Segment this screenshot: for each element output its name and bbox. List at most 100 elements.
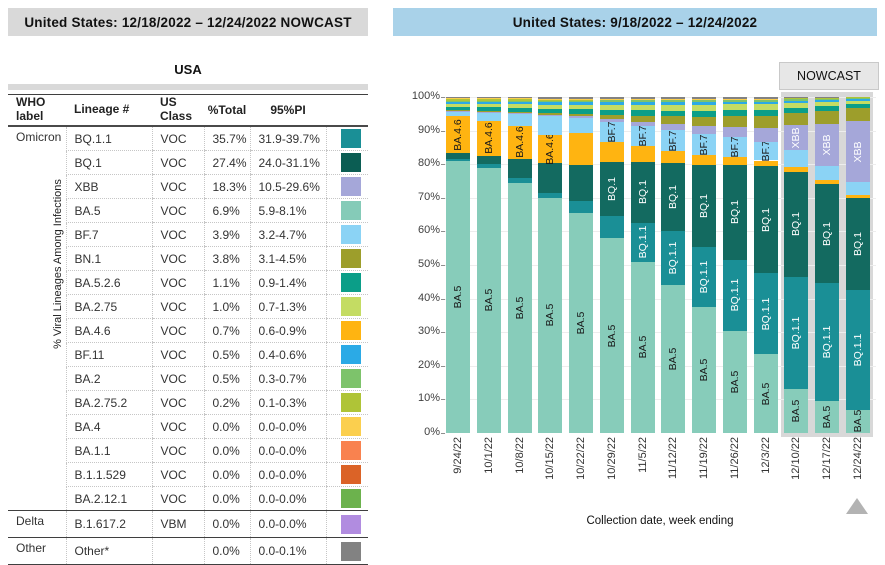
bar-segment-BA.5.2.6[interactable] — [477, 107, 501, 110]
bar-segment-BF.11[interactable] — [569, 102, 593, 105]
bar-segment-BA.4.6[interactable] — [631, 146, 655, 161]
bar-segment-BA.2.75[interactable] — [446, 104, 470, 107]
bar-segment-BQ.1[interactable]: BQ.1 — [784, 172, 808, 277]
bar-segment-BQ.1[interactable] — [477, 156, 501, 164]
bar-segment-BA.5[interactable]: BA.5 — [477, 168, 501, 433]
bar-segment-BN.1[interactable] — [538, 113, 562, 115]
bar-segment-BA.2.75.2[interactable] — [569, 99, 593, 100]
bar-segment-BQ.1[interactable]: BQ.1 — [723, 165, 747, 260]
bar-segment-BA.2.75[interactable] — [754, 104, 778, 110]
bar-segment-BQ.1.1[interactable]: BQ.1.1 — [754, 273, 778, 354]
bar-segment-BA.5[interactable]: BA.5 — [754, 354, 778, 433]
bar-segment-BF.11[interactable] — [631, 102, 655, 105]
bar-segment-BA.4[interactable] — [477, 98, 501, 99]
bar-segment-BQ.1.1[interactable] — [477, 164, 501, 167]
bar-segment-BN.1[interactable] — [754, 116, 778, 128]
bar-segment-BA.4.6[interactable]: BA.4.6 — [508, 126, 532, 160]
bar-segment-BA.4.6[interactable] — [600, 142, 624, 162]
bar-segment-BA.4.6[interactable] — [692, 155, 716, 164]
bar-segment-BA.2.75.2[interactable] — [846, 97, 870, 98]
bar-segment-BF.7[interactable] — [477, 112, 501, 120]
bar-segment-XBB[interactable] — [754, 128, 778, 142]
bar-segment-BA.2[interactable] — [784, 99, 808, 101]
bar-segment-BF.7[interactable]: BF.7 — [723, 137, 747, 157]
timeline-slider-handle-icon[interactable] — [846, 498, 868, 514]
bar-segment-BA.5[interactable]: BA.5 — [846, 410, 870, 433]
bar-segment-BQ.1.1[interactable]: BQ.1.1 — [815, 283, 839, 401]
bar-segment-BA.2.75[interactable] — [692, 105, 716, 111]
bar-segment-BF.11[interactable] — [815, 100, 839, 102]
bar-segment-BF.7[interactable] — [815, 166, 839, 181]
bar-segment-BA.2[interactable] — [846, 98, 870, 100]
bar-segment-BA.2.75[interactable] — [723, 104, 747, 110]
bar-segment-BA.2[interactable] — [569, 101, 593, 102]
bar-segment-BA.2.75[interactable] — [846, 101, 870, 104]
bar-segment-BA.2.75.2[interactable] — [446, 99, 470, 101]
bar-segment-BA.5.2.6[interactable] — [784, 108, 808, 113]
bar-segment-BA.5[interactable]: BA.5 — [569, 213, 593, 433]
bar-segment-BA.2.75[interactable] — [815, 102, 839, 106]
bar-segment-BA.2.75.2[interactable] — [477, 99, 501, 101]
bar-segment-BA.5.2.6[interactable] — [631, 110, 655, 115]
bar-segment-BF.11[interactable] — [846, 99, 870, 101]
bar-segment-BA.4[interactable] — [538, 99, 562, 100]
bar-segment-BF.11[interactable] — [508, 102, 532, 104]
bar-segment-BA.4.6[interactable]: BA.4.6 — [446, 116, 470, 153]
bar-segment-BQ.1.1[interactable] — [538, 193, 562, 198]
bar-segment-BA.4.6[interactable] — [723, 157, 747, 164]
bar-segment-BF.7[interactable]: BF.7 — [661, 130, 685, 151]
bar-segment-BA.5[interactable]: BA.5 — [692, 307, 716, 433]
bar-segment-BF.11[interactable] — [477, 102, 501, 104]
bar-segment-BA.2[interactable] — [508, 101, 532, 102]
bar-segment-BA.4[interactable] — [508, 98, 532, 99]
bar-segment-BQ.1.1[interactable] — [446, 159, 470, 161]
bar-segment-BQ.1.1[interactable]: BQ.1.1 — [784, 277, 808, 390]
bar-segment-BQ.1[interactable]: BQ.1 — [600, 162, 624, 216]
bar-segment-BA.5[interactable]: BA.5 — [508, 183, 532, 433]
bar-segment-XBB[interactable]: XBB — [846, 121, 870, 182]
bar-segment-BA.5[interactable]: BA.5 — [723, 331, 747, 433]
bar-segment-BF.11[interactable] — [692, 102, 716, 105]
bar-segment-BA.2[interactable] — [600, 100, 624, 101]
bar-segment-BF.7[interactable]: BF.7 — [692, 134, 716, 155]
bar-segment-BA.2[interactable] — [538, 101, 562, 102]
bar-segment-XBB[interactable] — [631, 122, 655, 126]
bar-segment-BN.1[interactable] — [600, 115, 624, 119]
bar-segment-BA.5.2.6[interactable] — [815, 106, 839, 110]
bar-segment-BF.7[interactable]: BF.7 — [600, 122, 624, 142]
bar-segment-BQ.1.1[interactable]: BQ.1.1 — [846, 290, 870, 410]
bar-segment-BA.4.6[interactable] — [846, 195, 870, 197]
bar-segment-BA.5.2.6[interactable] — [723, 110, 747, 116]
bar-segment-XBB[interactable] — [692, 126, 716, 134]
bar-segment-Other[interactable] — [661, 97, 685, 99]
bar-segment-BQ.1[interactable] — [446, 153, 470, 159]
bar-segment-BQ.1[interactable] — [508, 159, 532, 177]
bar-segment-XBB[interactable]: XBB — [815, 124, 839, 166]
bar-segment-BA.2.75.2[interactable] — [815, 98, 839, 99]
bar-segment-BA.2.75.2[interactable] — [784, 98, 808, 99]
bar-segment-BN.1[interactable] — [569, 114, 593, 116]
bar-segment-Other[interactable] — [754, 97, 778, 99]
bar-segment-BQ.1[interactable]: BQ.1 — [692, 165, 716, 247]
bar-segment-BA.2.75.2[interactable] — [692, 99, 716, 100]
bar-segment-BQ.1.1[interactable]: BQ.1.1 — [661, 231, 685, 285]
bar-segment-Other[interactable] — [569, 97, 593, 99]
bar-segment-Other[interactable] — [723, 97, 747, 99]
bar-segment-BF.11[interactable] — [754, 102, 778, 105]
bar-segment-BF.7[interactable]: BF.7 — [631, 126, 655, 146]
bar-segment-BA.2[interactable] — [815, 99, 839, 101]
bar-segment-BA.5.2.6[interactable] — [600, 110, 624, 115]
bar-segment-BF.11[interactable] — [446, 102, 470, 104]
bar-segment-BA.4[interactable] — [569, 99, 593, 100]
bar-segment-BN.1[interactable] — [446, 110, 470, 111]
bar-segment-XBB[interactable]: XBB — [784, 125, 808, 150]
bar-segment-BF.7[interactable]: BF.7 — [754, 142, 778, 160]
bar-segment-BQ.1.1[interactable] — [569, 201, 593, 213]
bar-segment-BF.11[interactable] — [600, 102, 624, 105]
bar-segment-BF.7[interactable] — [784, 150, 808, 167]
bar-segment-BA.2.75[interactable] — [600, 105, 624, 110]
bar-segment-BQ.1.1[interactable] — [508, 178, 532, 183]
bar-segment-Other[interactable] — [600, 97, 624, 99]
bar-segment-BA.2[interactable] — [754, 100, 778, 102]
bar-segment-BA.2[interactable] — [477, 101, 501, 102]
